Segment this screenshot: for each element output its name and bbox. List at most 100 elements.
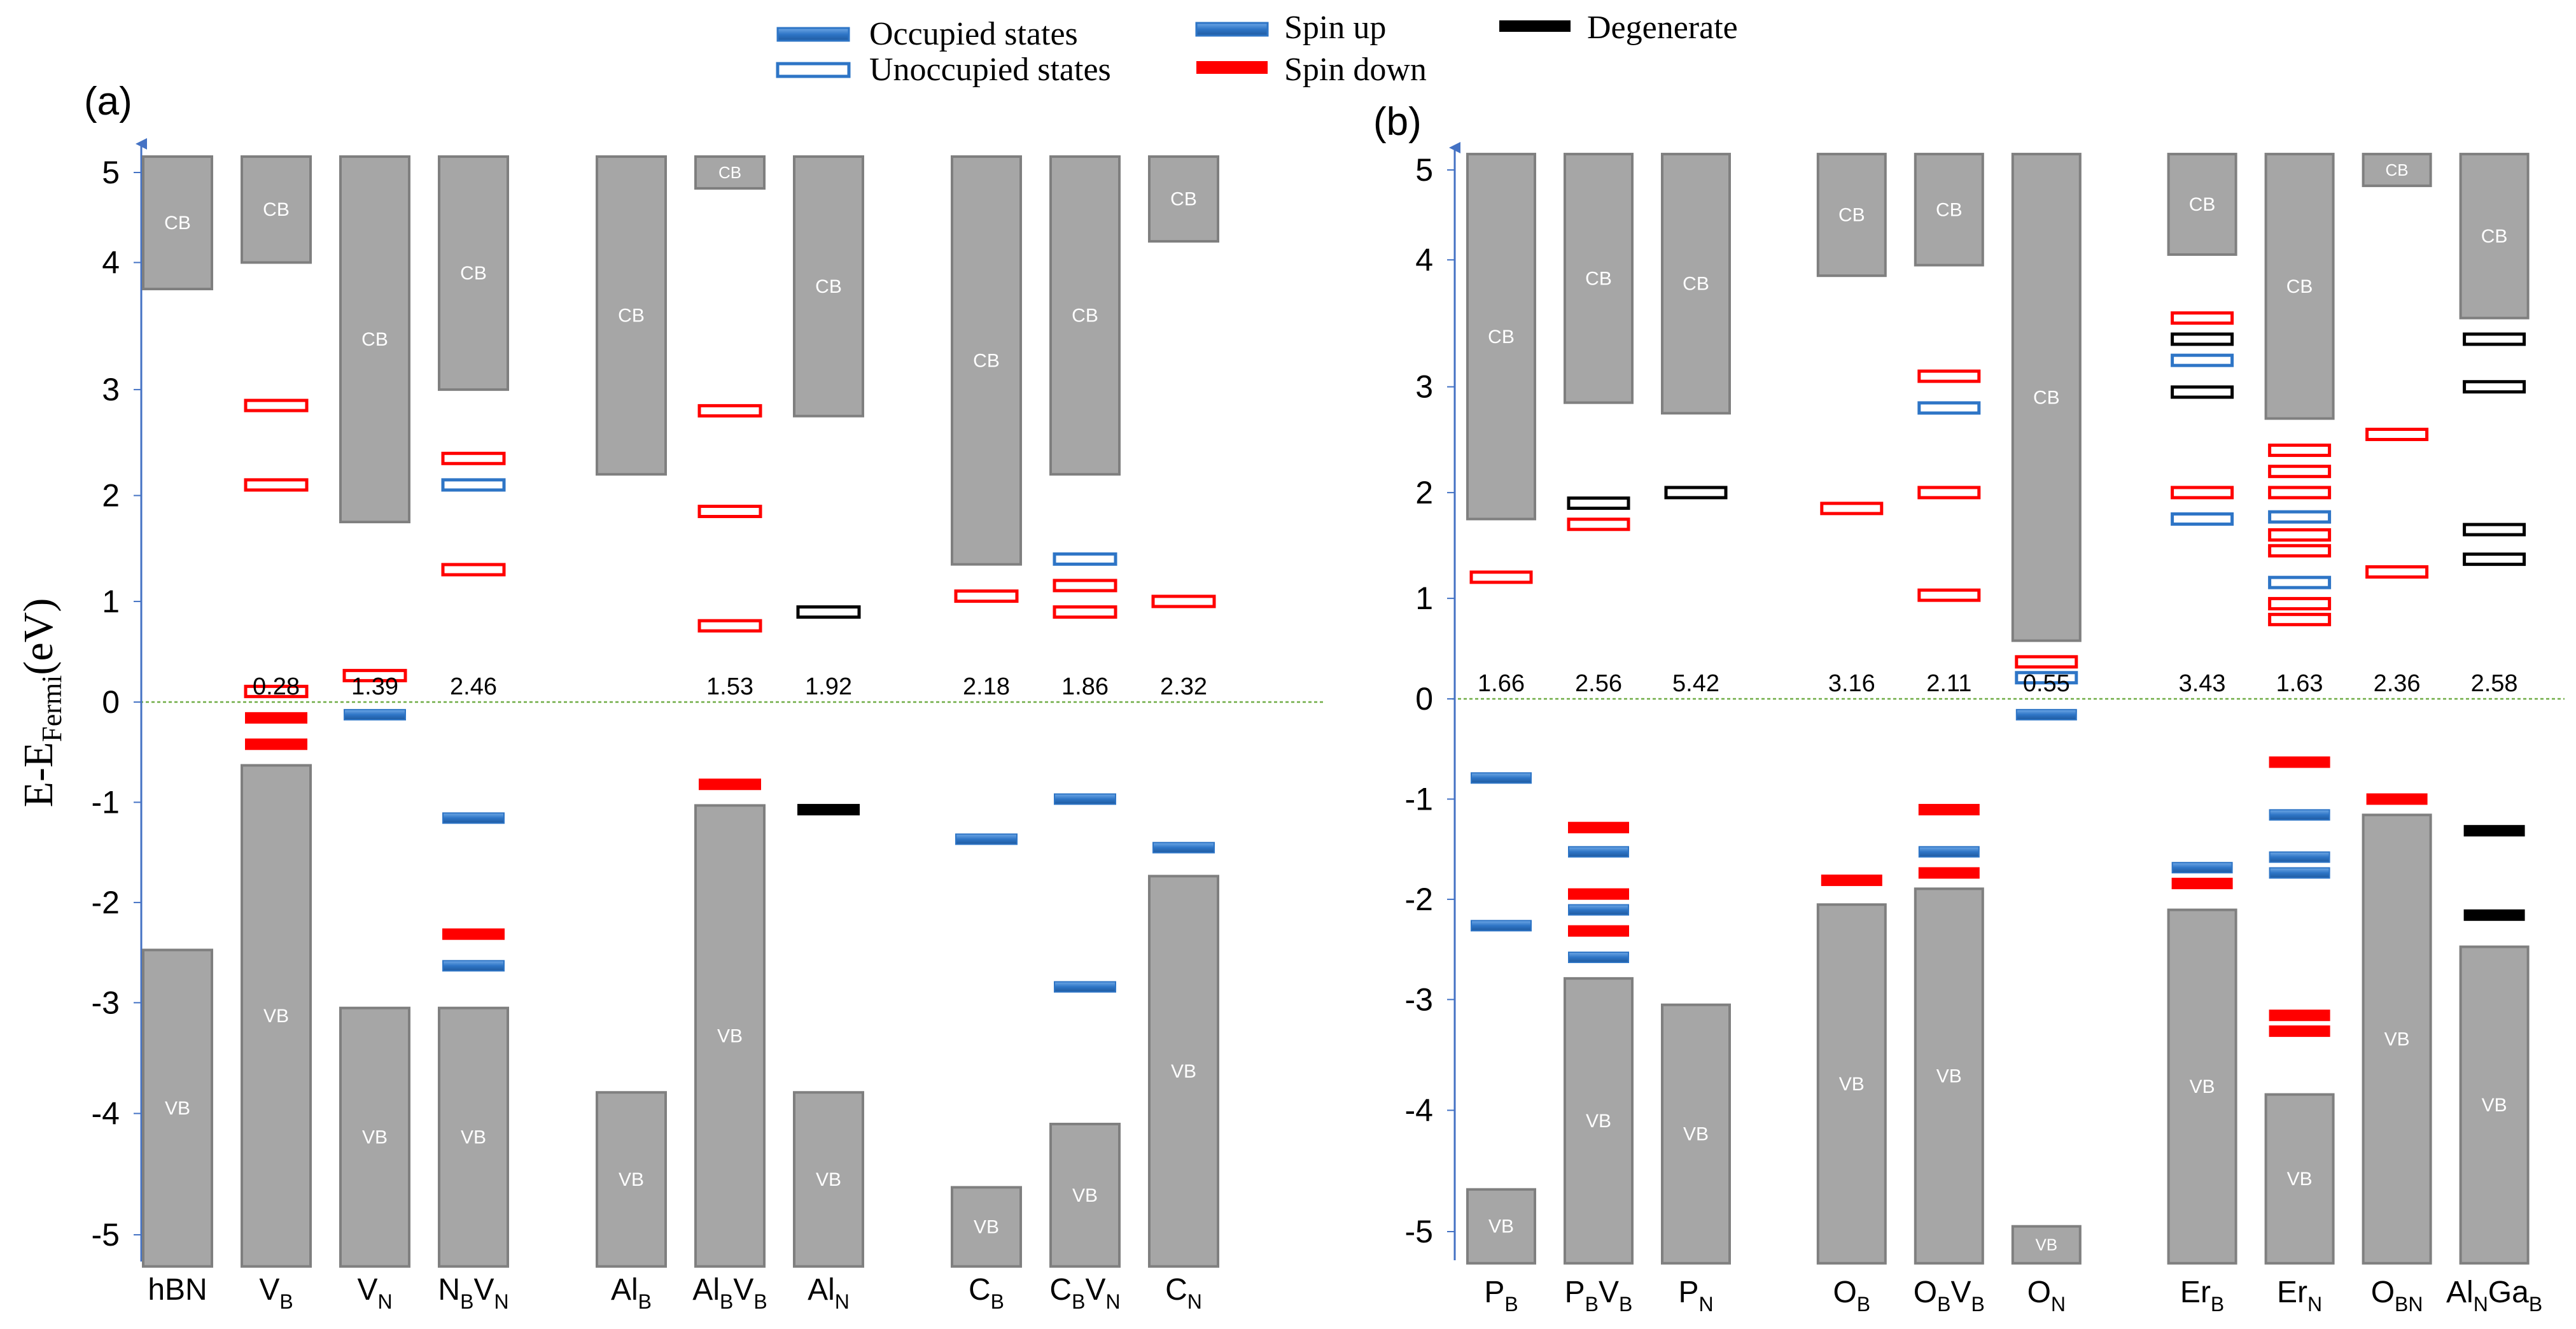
cb-band: [2459, 153, 2530, 320]
legend-occupied-label: Occupied states: [869, 16, 1078, 52]
unoccupied-level-down: [441, 451, 506, 465]
unoccupied-level-down: [2268, 443, 2332, 457]
vb-band-label: VB: [1586, 1111, 1611, 1132]
column-CN: CB VB 2.32 CN​: [1148, 155, 1219, 1313]
unoccupied-level-down: [697, 619, 762, 633]
column-ErB: CB VB 3.43 ErB​: [2167, 153, 2237, 1316]
cb-band: [1049, 155, 1121, 476]
vb-band: [438, 1006, 509, 1268]
y-tick-label: 0: [102, 684, 120, 720]
unoccupied-level-up: [1917, 401, 1981, 415]
vb-band: [2264, 1093, 2335, 1265]
y-tick-label: -5: [1405, 1214, 1433, 1249]
unoccupied-level-down: [244, 478, 309, 492]
y-tick-label: 5: [1415, 152, 1433, 188]
cb-band-label: CB: [263, 199, 290, 220]
band-gap-label: 1.92: [805, 673, 852, 700]
vb-band: [2167, 908, 2237, 1265]
cb-band: [1564, 153, 1634, 404]
legend-spin-down-label: Spin down: [1284, 52, 1427, 88]
column-OBVB: CB VB 2.11 OB​VB​: [1914, 153, 1985, 1316]
y-tick-label: -4: [92, 1095, 120, 1131]
column-NBVN: CB VB 2.46 NB​VN​: [438, 155, 509, 1313]
legend-spin-down: Spin down: [1196, 52, 1427, 88]
category-label: CN​: [1165, 1273, 1202, 1313]
unoccupied-level-up: [441, 478, 506, 492]
legend-degenerate: Degenerate: [1499, 10, 1738, 46]
unoccupied-level-down: [441, 563, 506, 577]
band-gap-label: 2.36: [2374, 670, 2421, 697]
band-gap-label: 3.16: [1828, 670, 1875, 697]
y-tick-label: 2: [1415, 475, 1433, 510]
unoccupied-level-degen: [2463, 523, 2526, 537]
y-tick-label: -2: [92, 885, 120, 920]
y-tick-label: 5: [102, 155, 120, 190]
category-label: AlN​: [808, 1273, 850, 1313]
cb-band: [1466, 153, 1536, 521]
vb-band: [1914, 887, 1984, 1265]
category-label: OB​: [1833, 1276, 1870, 1316]
band-gap-label: 1.63: [2276, 670, 2323, 697]
category-label: VN​: [357, 1273, 392, 1313]
occupied-level-up: [2269, 809, 2330, 821]
band-gap-label: 2.32: [1160, 673, 1207, 700]
band-gap-label: 1.86: [1061, 673, 1109, 700]
vb-band-label: VB: [816, 1169, 841, 1190]
y-axis-title: E-EFermi(eV): [15, 598, 67, 808]
cb-band: [2264, 153, 2335, 420]
occupied-level-down: [699, 778, 761, 791]
cb-band: [142, 155, 213, 291]
occupied-level-down: [2269, 1025, 2330, 1037]
category-label: AlN​GaB​: [2446, 1276, 2542, 1316]
occupied-level-down: [1568, 925, 1629, 937]
vb-band-label: VB: [974, 1217, 999, 1238]
occupied-level-up: [1152, 841, 1215, 854]
vb-band-label: VB: [2287, 1169, 2313, 1190]
vb-band: [2459, 945, 2530, 1265]
category-label: ErN​: [2277, 1276, 2322, 1316]
panel-a-columns: CB VB hBN CB VB 0.28 VB​ CB VB 1.39 VN​ CB VB 2.46 NB​…: [142, 155, 1219, 1313]
legend-spin-up: Spin up: [1195, 10, 1386, 46]
column-OBN: CB VB 2.36 OBN​: [2362, 153, 2432, 1316]
cb-band: [2011, 153, 2082, 642]
vb-band-label: VB: [2384, 1029, 2410, 1050]
unoccupied-level-up: [2268, 575, 2332, 589]
occupied-level-up: [442, 960, 505, 972]
vb-band: [241, 764, 312, 1268]
occupied-level-down: [2269, 1009, 2330, 1022]
cb-band-label: CB: [361, 329, 388, 350]
unoccupied-level-down: [2268, 612, 2332, 626]
unoccupied-level-down: [2268, 596, 2332, 610]
vb-band: [1049, 1122, 1121, 1268]
unoccupied-level-down: [2268, 486, 2332, 500]
panel-a-label: (a): [84, 80, 132, 123]
y-tick-label: -3: [92, 985, 120, 1020]
cb-band-label: CB: [1488, 327, 1515, 348]
unoccupied-level-down: [2015, 655, 2078, 669]
unoccupied-level-down: [342, 668, 407, 682]
y-tick-label: 1: [102, 584, 120, 619]
vb-band: [951, 1186, 1022, 1268]
occupied-level-down: [442, 928, 505, 940]
cb-band-label: CB: [1936, 199, 1963, 220]
column-CB: CB VB 2.18 CB​: [951, 155, 1022, 1313]
y-tick-label: -1: [92, 784, 120, 820]
occupied-level-degen: [797, 804, 860, 816]
y-tick-label: -4: [1405, 1092, 1433, 1128]
unoccupied-level-up: [1053, 552, 1117, 566]
category-label: ErB​: [2180, 1276, 2224, 1316]
y-tick-label: 2: [102, 478, 120, 514]
vb-band: [793, 1091, 864, 1268]
legend-degenerate-swatch: [1499, 20, 1571, 32]
occupied-level-down: [1918, 804, 1980, 816]
occupied-level-up: [1568, 846, 1629, 858]
occupied-level-down: [2171, 878, 2233, 890]
vb-band: [1661, 1003, 1731, 1265]
legend-occupied: Occupied states: [776, 16, 1078, 52]
category-label: CB​: [969, 1273, 1004, 1313]
category-label: AlB​: [611, 1273, 652, 1313]
vb-band-label: VB: [619, 1169, 644, 1190]
cb-band-label: CB: [1170, 189, 1197, 210]
